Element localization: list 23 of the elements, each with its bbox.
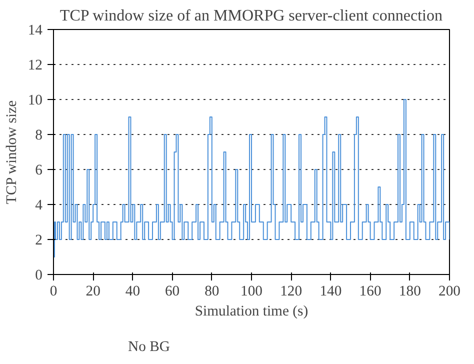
y-tick-label: 12 [28,58,42,74]
y-tick-label: 2 [35,232,42,248]
x-tick-label: 20 [86,284,100,300]
x-tick-label: 100 [240,284,262,300]
x-tick-label: 140 [320,284,342,300]
y-tick-label: 14 [28,22,44,38]
x-tick-label: 120 [280,284,302,300]
chart-title: TCP window size of an MMORPG server-client connection [60,8,442,24]
x-tick-label: 200 [438,284,460,300]
y-tick-label: 6 [35,162,42,178]
y-tick-label: 0 [35,268,42,284]
x-tick-label: 60 [164,284,180,300]
x-tick-label: 80 [204,284,220,300]
x-tick-label: 180 [398,284,421,300]
x-tick-label: 160 [359,284,382,300]
y-tick-label: 10 [28,92,42,108]
text: No BG [128,338,170,356]
y-tick-label: 8 [35,128,42,144]
x-tick-label: 0 [50,284,58,300]
y-tick-label: 4 [35,198,44,214]
x-axis-title: Simulation time (s) [194,304,308,320]
y-axis-title: TCP window size [4,100,20,204]
x-tick-label: 40 [125,284,140,300]
